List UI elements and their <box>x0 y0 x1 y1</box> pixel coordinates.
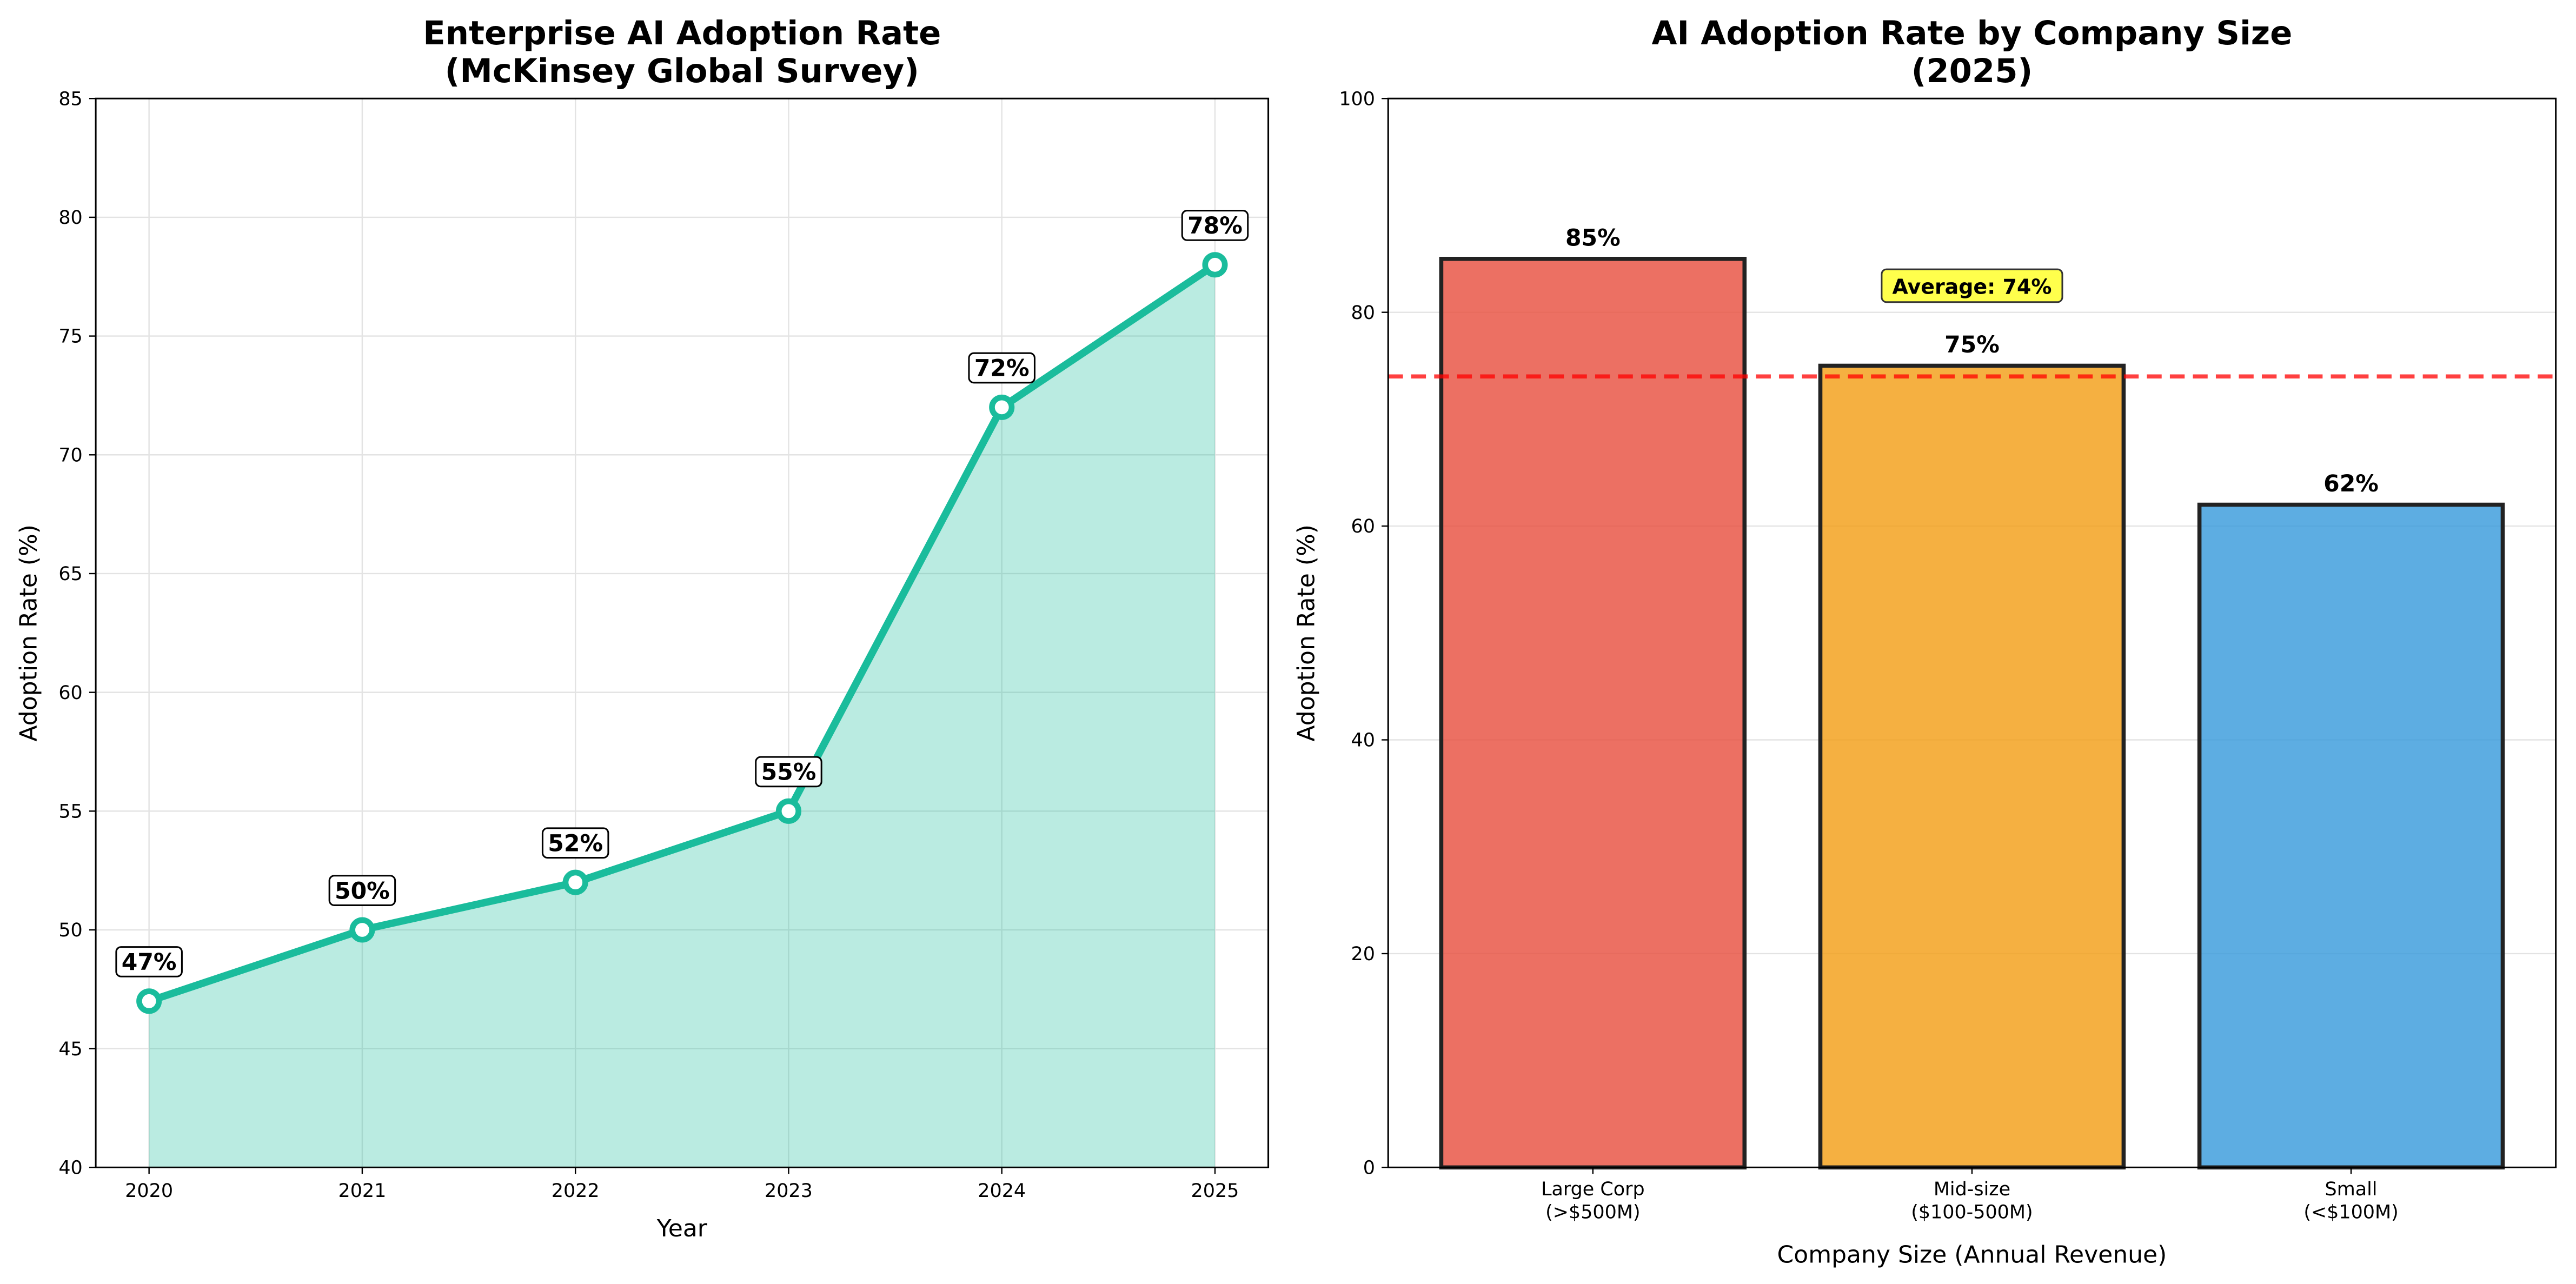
x-tick-label: 2025 <box>1191 1180 1239 1202</box>
x-tick-label: (<$100M) <box>2303 1202 2398 1223</box>
data-point <box>1202 252 1228 278</box>
data-label-box <box>328 875 396 906</box>
area-fill <box>149 264 1215 1168</box>
x-tick-label: 2021 <box>338 1180 386 1202</box>
chart-title: AI Adoption Rate by Company Size <box>1652 15 2293 52</box>
data-label: 55% <box>761 760 816 786</box>
average-label: Average: 74% <box>1892 275 2051 299</box>
y-tick-label: 65 <box>58 563 82 585</box>
y-tick-label: 80 <box>1351 302 1375 324</box>
y-tick-label: 40 <box>58 1157 82 1179</box>
bar <box>1439 256 1747 1170</box>
y-axis-label: Adoption Rate (%) <box>1293 524 1320 742</box>
y-tick-label: 85 <box>58 88 82 110</box>
x-axis-label: Company Size (Annual Revenue) <box>1777 1241 2167 1269</box>
x-tick-label: ($100-500M) <box>1911 1202 2033 1223</box>
x-tick-label: 2022 <box>552 1180 600 1202</box>
data-label-box <box>541 827 609 859</box>
x-tick-label: Large Corp <box>1541 1179 1645 1200</box>
y-tick-label: 0 <box>1363 1157 1375 1179</box>
y-tick-label: 80 <box>58 207 82 229</box>
data-point <box>349 917 375 943</box>
data-point <box>775 798 801 824</box>
bar-value-label: 62% <box>2323 471 2379 497</box>
axes-frame <box>95 97 1270 1168</box>
y-tick-label: 100 <box>1339 88 1375 110</box>
data-point <box>989 394 1015 420</box>
x-tick-label: (>$500M) <box>1545 1202 1640 1223</box>
axes-frame <box>1387 97 2557 1168</box>
x-tick-label: Small <box>2325 1179 2378 1200</box>
x-axis-label: Year <box>656 1215 708 1242</box>
data-label-box <box>968 352 1035 384</box>
data-label-box <box>755 756 822 788</box>
data-label: 50% <box>335 878 390 904</box>
y-tick-label: 60 <box>58 682 82 704</box>
data-label: 52% <box>548 830 603 857</box>
data-label: 78% <box>1187 213 1243 239</box>
data-label-box <box>1181 210 1249 241</box>
chart-title: (McKinsey Global Survey) <box>445 52 919 90</box>
x-tick-label: 2024 <box>978 1180 1026 1202</box>
y-tick-label: 40 <box>1351 730 1375 751</box>
bar-value-label: 85% <box>1565 225 1621 251</box>
y-tick-label: 20 <box>1351 943 1375 965</box>
x-tick-label: Mid-size <box>1934 1179 2010 1200</box>
data-point <box>562 869 588 895</box>
bar <box>2197 502 2505 1170</box>
bar <box>1818 363 2126 1170</box>
y-tick-label: 45 <box>58 1039 82 1060</box>
y-axis-label: Adoption Rate (%) <box>15 524 43 742</box>
line-chart-panel: 40 45 50 55 60 65 70 75 80 85 2020 2021 2022 2023 2024… <box>15 15 1270 1242</box>
y-tick-label: 60 <box>1351 516 1375 537</box>
y-tick-label: 70 <box>58 444 82 466</box>
y-tick-label: 55 <box>58 801 82 822</box>
bar-value-label: 75% <box>1944 332 2000 358</box>
bar-chart-panel: 0 20 40 60 80 100 85% Large Corp(>$500M) 75% Mid-… <box>1293 15 2557 1269</box>
average-label-box <box>1881 268 2063 303</box>
data-point <box>136 988 162 1014</box>
data-label: 72% <box>974 356 1030 382</box>
chart-title: Enterprise AI Adoption Rate <box>423 15 941 52</box>
series-line <box>148 262 1217 1005</box>
data-label-box <box>115 946 183 977</box>
y-tick-label: 50 <box>58 920 82 941</box>
data-label: 47% <box>122 949 177 976</box>
x-tick-label: 2023 <box>765 1180 813 1202</box>
x-tick-label: 2020 <box>125 1180 173 1202</box>
y-tick-label: 75 <box>58 326 82 348</box>
chart-title: (2025) <box>1911 52 2033 90</box>
